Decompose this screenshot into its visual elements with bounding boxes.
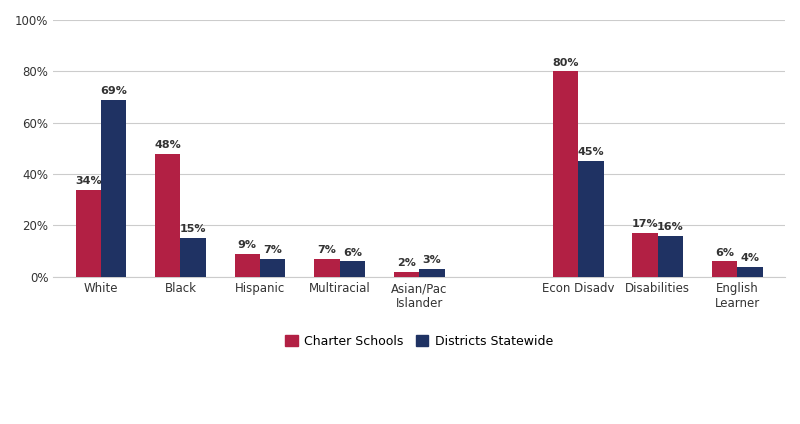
Bar	[658, 236, 683, 277]
Bar	[419, 269, 445, 277]
Text: 16%: 16%	[657, 222, 684, 232]
Text: 7%: 7%	[263, 245, 282, 255]
Text: 80%: 80%	[552, 58, 578, 67]
Text: 3%: 3%	[422, 255, 442, 265]
Text: 2%: 2%	[397, 258, 416, 268]
Bar	[339, 262, 365, 277]
Text: 17%: 17%	[632, 219, 658, 229]
Bar	[738, 267, 762, 277]
Bar	[75, 190, 101, 277]
Text: 69%: 69%	[100, 86, 127, 96]
Bar	[712, 262, 738, 277]
Text: 9%: 9%	[238, 240, 257, 250]
Bar	[234, 254, 260, 277]
Bar	[553, 71, 578, 277]
Bar	[394, 272, 419, 277]
Text: 6%: 6%	[343, 248, 362, 258]
Bar	[181, 238, 206, 277]
Text: 7%: 7%	[318, 245, 336, 255]
Bar	[155, 153, 181, 277]
Bar	[632, 233, 658, 277]
Text: 45%: 45%	[578, 148, 604, 157]
Text: 48%: 48%	[154, 140, 181, 150]
Text: 34%: 34%	[75, 176, 102, 186]
Bar	[314, 259, 339, 277]
Bar	[101, 100, 126, 277]
Text: 15%: 15%	[180, 224, 206, 234]
Bar	[578, 161, 604, 277]
Legend: Charter Schools, Districts Statewide: Charter Schools, Districts Statewide	[280, 330, 558, 353]
Bar	[260, 259, 286, 277]
Text: 4%: 4%	[741, 253, 759, 263]
Text: 6%: 6%	[715, 248, 734, 258]
